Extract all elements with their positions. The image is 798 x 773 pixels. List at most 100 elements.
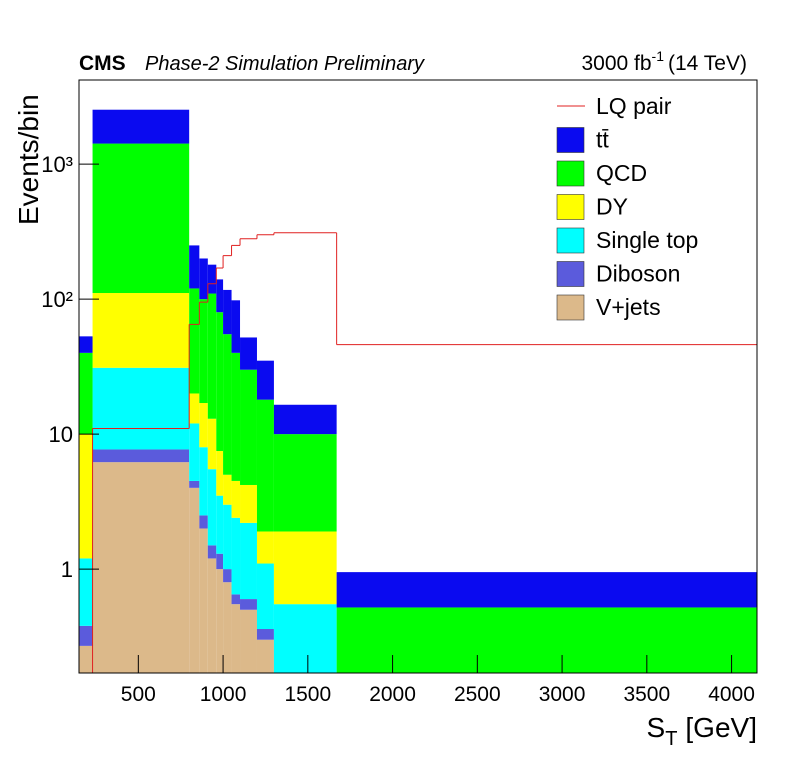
histogram-bar [199,515,208,529]
legend-swatch [556,160,585,187]
x-axis-label: ST [GeV] [647,712,758,750]
histogram-bar [207,293,217,419]
histogram-bar [256,531,274,564]
histogram-bar [223,334,232,475]
x-tick-label: 4000 [708,683,755,706]
subtitle: Phase-2 Simulation Preliminary [145,53,425,75]
histogram-bar [336,607,757,673]
legend-swatch [556,194,585,220]
histogram-bar [216,553,224,570]
histogram-bar [273,434,337,532]
histogram-bar [256,639,274,673]
histogram-bar [199,447,208,516]
histogram-bar [79,352,93,435]
x-tick-label: 1500 [284,683,331,706]
legend-swatch [556,127,585,153]
histogram-bar [199,403,208,448]
histogram-bar [240,522,257,600]
x-label-subscript: T [665,728,677,750]
legend-label: V+jets [596,294,661,320]
histogram-bar [240,369,257,485]
histogram-bar [199,528,208,673]
histogram-bar [256,629,274,640]
histogram-bar [207,558,217,673]
legend-label: QCD [596,160,647,186]
histogram-bar [207,469,217,546]
lumi: 3000 fb [581,52,651,75]
histogram-bar [223,569,232,583]
histogram-bar [223,504,232,570]
histogram-bar [92,109,190,144]
x-label-main: S [647,712,666,743]
histogram-bar [216,312,224,451]
legend-swatch [556,261,585,287]
energy: (14 TeV) [668,52,747,75]
x-tick-label: 3500 [623,683,670,706]
histogram-bar [273,404,337,435]
legend-swatch [556,294,585,321]
histogram-bar [231,480,241,518]
histogram-bar [92,367,190,450]
experiment: CMS [79,52,126,75]
histogram-bar [223,474,232,505]
x-tick-label: 2500 [454,683,501,706]
histogram-bar [189,245,200,289]
histogram-bar [92,143,190,294]
legend-label: Diboson [596,261,680,287]
x-tick-label: 500 [121,683,156,706]
y-axis-label: Events/bin [13,94,44,225]
histogram-bar [223,289,232,335]
legend-swatch [556,227,585,254]
histogram-bar [240,599,257,610]
histogram-bar [79,336,93,353]
histogram-bar [189,487,200,673]
histogram-bar [336,572,757,608]
x-tick-label: 3000 [539,683,586,706]
histogram-bar [189,288,200,394]
lumi-label: 3000 fb-1 (14 TeV) [581,48,747,75]
histogram-bar [273,531,337,605]
histogram-bar [79,558,93,626]
histogram-bar [231,300,241,353]
histogram-bar [79,625,93,646]
frame [78,79,758,674]
plot-area [79,109,757,674]
histogram-bar [79,434,93,559]
legend-label: tt̄ [596,127,609,153]
histogram-bar [207,418,217,470]
legend-label: DY [596,194,628,220]
x-tick-label: 2000 [369,683,416,706]
histogram-bar [92,449,190,463]
histogram-bar [189,480,200,488]
histogram-bar [207,264,217,294]
histogram-bar [92,293,190,368]
histogram-bar [240,337,257,370]
histogram-bar [79,645,93,673]
histogram-bar [216,495,224,554]
lumi-exponent: -1 [652,48,665,64]
x-label-unit: [GeV] [685,712,757,743]
histogram-bar [189,423,200,481]
y-tick-label: 1 [61,557,73,582]
histogram-bar [92,462,190,673]
histogram-bar [273,604,337,673]
histogram-bar [189,393,200,424]
x-tick-label: 1000 [200,683,247,706]
histogram-bar [240,484,257,523]
histogram-bar [216,279,224,313]
histogram-bar [231,594,241,605]
histogram-bar [231,352,241,481]
histogram-bar [199,299,208,404]
histogram-bar [207,545,217,559]
histogram-bar [231,517,241,595]
legend-label: Single top [596,227,698,253]
histogram-bar [256,563,274,630]
histogram-bar [240,609,257,673]
legend-label: LQ pair [596,93,672,119]
histogram-bar [256,399,274,532]
histogram-bar [199,258,208,300]
histogram-bar [216,450,224,496]
histogram-bar [223,582,232,673]
y-tick-label: 10² [41,287,73,312]
